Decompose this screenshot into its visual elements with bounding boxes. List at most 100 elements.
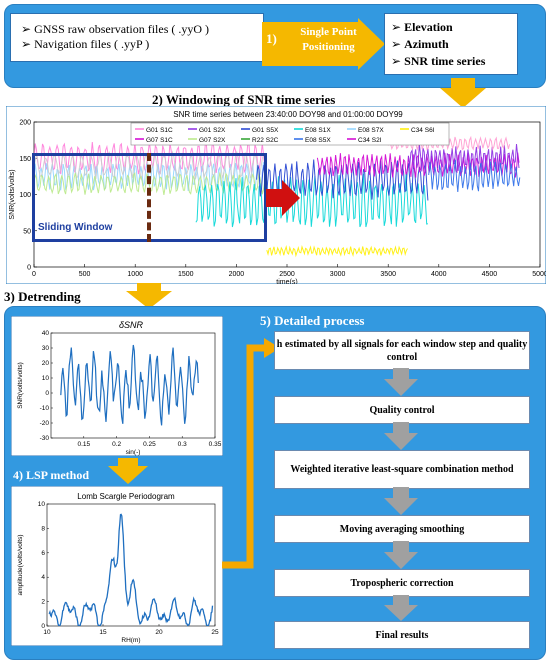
x-tick-label: 0 <box>32 271 36 278</box>
process-box-final-results: Final results <box>274 621 530 649</box>
y-tick-label: 150 <box>19 156 31 163</box>
legend-entry: E08 S1X <box>305 127 331 134</box>
step5-title: 5) Detailed process <box>260 313 365 328</box>
output-elevation: ➢ Elevation <box>391 20 453 34</box>
x-tick-label: 15 <box>99 629 107 636</box>
y-tick-label: 10 <box>42 375 50 382</box>
series-line <box>266 245 409 258</box>
x-tick-label: 10 <box>43 629 51 636</box>
dsnr-line <box>60 344 199 426</box>
input-item-obs: ➢ GNSS raw observation files ( .yyO ) <box>21 22 210 36</box>
gray-arrow-3 <box>384 487 418 515</box>
process-box-estimate: h estimated by all signals for each wind… <box>274 331 530 370</box>
x-tick-label: 0.25 <box>143 441 156 448</box>
lsp-chart: Lomb Scargle Periodogram 10 15 20 25 0 2 4 6 8 10… <box>11 486 223 646</box>
output-snr-series: ➢ SNR time series <box>391 54 486 68</box>
inputs-box: ➢ GNSS raw observation files ( .yyO ) ➢ … <box>10 13 264 62</box>
step1-number: 1) <box>266 31 277 46</box>
gray-arrow-5 <box>384 595 418 621</box>
y-tick-label: -30 <box>40 435 50 442</box>
down-arrow-2 <box>126 283 172 309</box>
lsp-line <box>48 513 214 627</box>
process-box-tropospheric: Tropospheric correction <box>274 569 530 597</box>
down-arrow-3 <box>108 458 148 484</box>
y-tick-label: 10 <box>38 501 46 508</box>
series-line <box>428 159 521 193</box>
process-box-weighted-ls: Weighted iterative least-square combinat… <box>274 450 530 489</box>
gray-arrow-2 <box>384 422 418 450</box>
output-azimuth: ➢ Azimuth <box>391 37 449 51</box>
y-tick-label: 100 <box>19 192 31 199</box>
x-axis-label: sin(-) <box>126 449 141 456</box>
x-tick-label: 2500 <box>279 271 295 278</box>
x-tick-label: 2000 <box>229 271 245 278</box>
step3-title: 3) Detrending <box>4 289 81 304</box>
plot-frame <box>46 503 216 627</box>
legend-entry: C34 S2I <box>358 137 382 144</box>
x-tick-label: 500 <box>79 271 91 278</box>
y-tick-label: 30 <box>42 345 50 352</box>
y-tick-label: 40 <box>42 330 50 337</box>
legend-entry: G01 S5X <box>252 127 279 134</box>
step2-title: 2) Windowing of SNR time series <box>152 92 336 107</box>
y-axis-label: amplitude(volts/volts) <box>17 534 24 595</box>
window-center-line <box>147 153 151 242</box>
process-box-moving-average: Moving averaging smoothing <box>274 515 530 543</box>
y-tick-label: 0 <box>45 390 49 397</box>
legend-entry: G07 S2X <box>199 137 226 144</box>
y-tick-label: 20 <box>42 360 50 367</box>
legend-entry: E08 S7X <box>358 127 384 134</box>
x-tick-label: 1500 <box>178 271 194 278</box>
y-tick-label: -20 <box>40 420 50 427</box>
x-tick-label: 20 <box>155 629 163 636</box>
step1-arrow <box>262 18 385 70</box>
y-axis-label: SNR(volts/volts) <box>17 362 24 409</box>
y-axis-label: SNR(volts/volts) <box>9 169 16 219</box>
x-tick-label: 1000 <box>127 271 143 278</box>
sliding-window-label: Sliding Window <box>38 222 113 233</box>
y-tick-label: 50 <box>23 228 31 235</box>
step4-title: 4) LSP method <box>13 468 90 482</box>
gray-arrow-4 <box>384 541 418 569</box>
outputs-box: ➢ Elevation ➢ Azimuth ➢ SNR time series <box>384 13 518 75</box>
x-tick-label: 4500 <box>482 271 498 278</box>
legend-entry: C34 S6I <box>411 127 435 134</box>
x-tick-label: 0.15 <box>77 441 90 448</box>
red-right-arrow <box>266 180 300 216</box>
x-tick-label: 3500 <box>380 271 396 278</box>
y-tick-label: 8 <box>41 525 45 532</box>
y-tick-label: 2 <box>41 599 45 606</box>
x-tick-label: 4000 <box>431 271 447 278</box>
connector-arrow <box>222 338 280 569</box>
x-axis-label: time(s) <box>276 279 297 284</box>
step1-label: Single Point Positioning <box>300 26 357 53</box>
y-tick-label: 6 <box>41 550 45 557</box>
legend-entry: E08 S5X <box>305 137 331 144</box>
x-tick-label: 5000 <box>532 271 546 278</box>
legend-entry: G07 S1C <box>146 137 173 144</box>
x-tick-label: 0.35 <box>209 441 222 448</box>
y-tick-label: 0 <box>27 265 31 272</box>
y-tick-label: -10 <box>40 405 50 412</box>
detrend-chart-title: δSNR <box>119 320 144 330</box>
detrended-snr-chart: δSNR 0.15 0.2 0.25 0.3 0.35 -30 -20 -10 0 10 20 30 4… <box>11 316 223 456</box>
y-tick-label: 4 <box>41 574 45 581</box>
y-tick-label: 200 <box>19 120 31 127</box>
input-item-nav: ➢ Navigation files ( .yyP ) <box>21 37 150 51</box>
legend-entry: G01 S1C <box>146 127 173 134</box>
y-tick-label: 0 <box>41 623 45 630</box>
x-tick-label: 0.2 <box>112 441 121 448</box>
series-line <box>407 143 520 173</box>
down-arrow-1 <box>440 78 486 108</box>
series-line <box>195 173 428 228</box>
x-tick-label: 0.3 <box>178 441 187 448</box>
legend-entry: G01 S2X <box>199 127 226 134</box>
x-tick-label: 3000 <box>330 271 346 278</box>
plot-frame <box>50 332 216 439</box>
lsp-chart-title: Lomb Scargle Periodogram <box>77 492 175 501</box>
process-box-quality-control: Quality control <box>274 396 530 424</box>
chart-title: SNR time series between 23:40:00 DOY98 a… <box>173 110 403 119</box>
x-axis-label: RH(m) <box>121 637 140 644</box>
legend-entry: R22 S2C <box>252 137 279 144</box>
gray-arrow-1 <box>384 368 418 396</box>
